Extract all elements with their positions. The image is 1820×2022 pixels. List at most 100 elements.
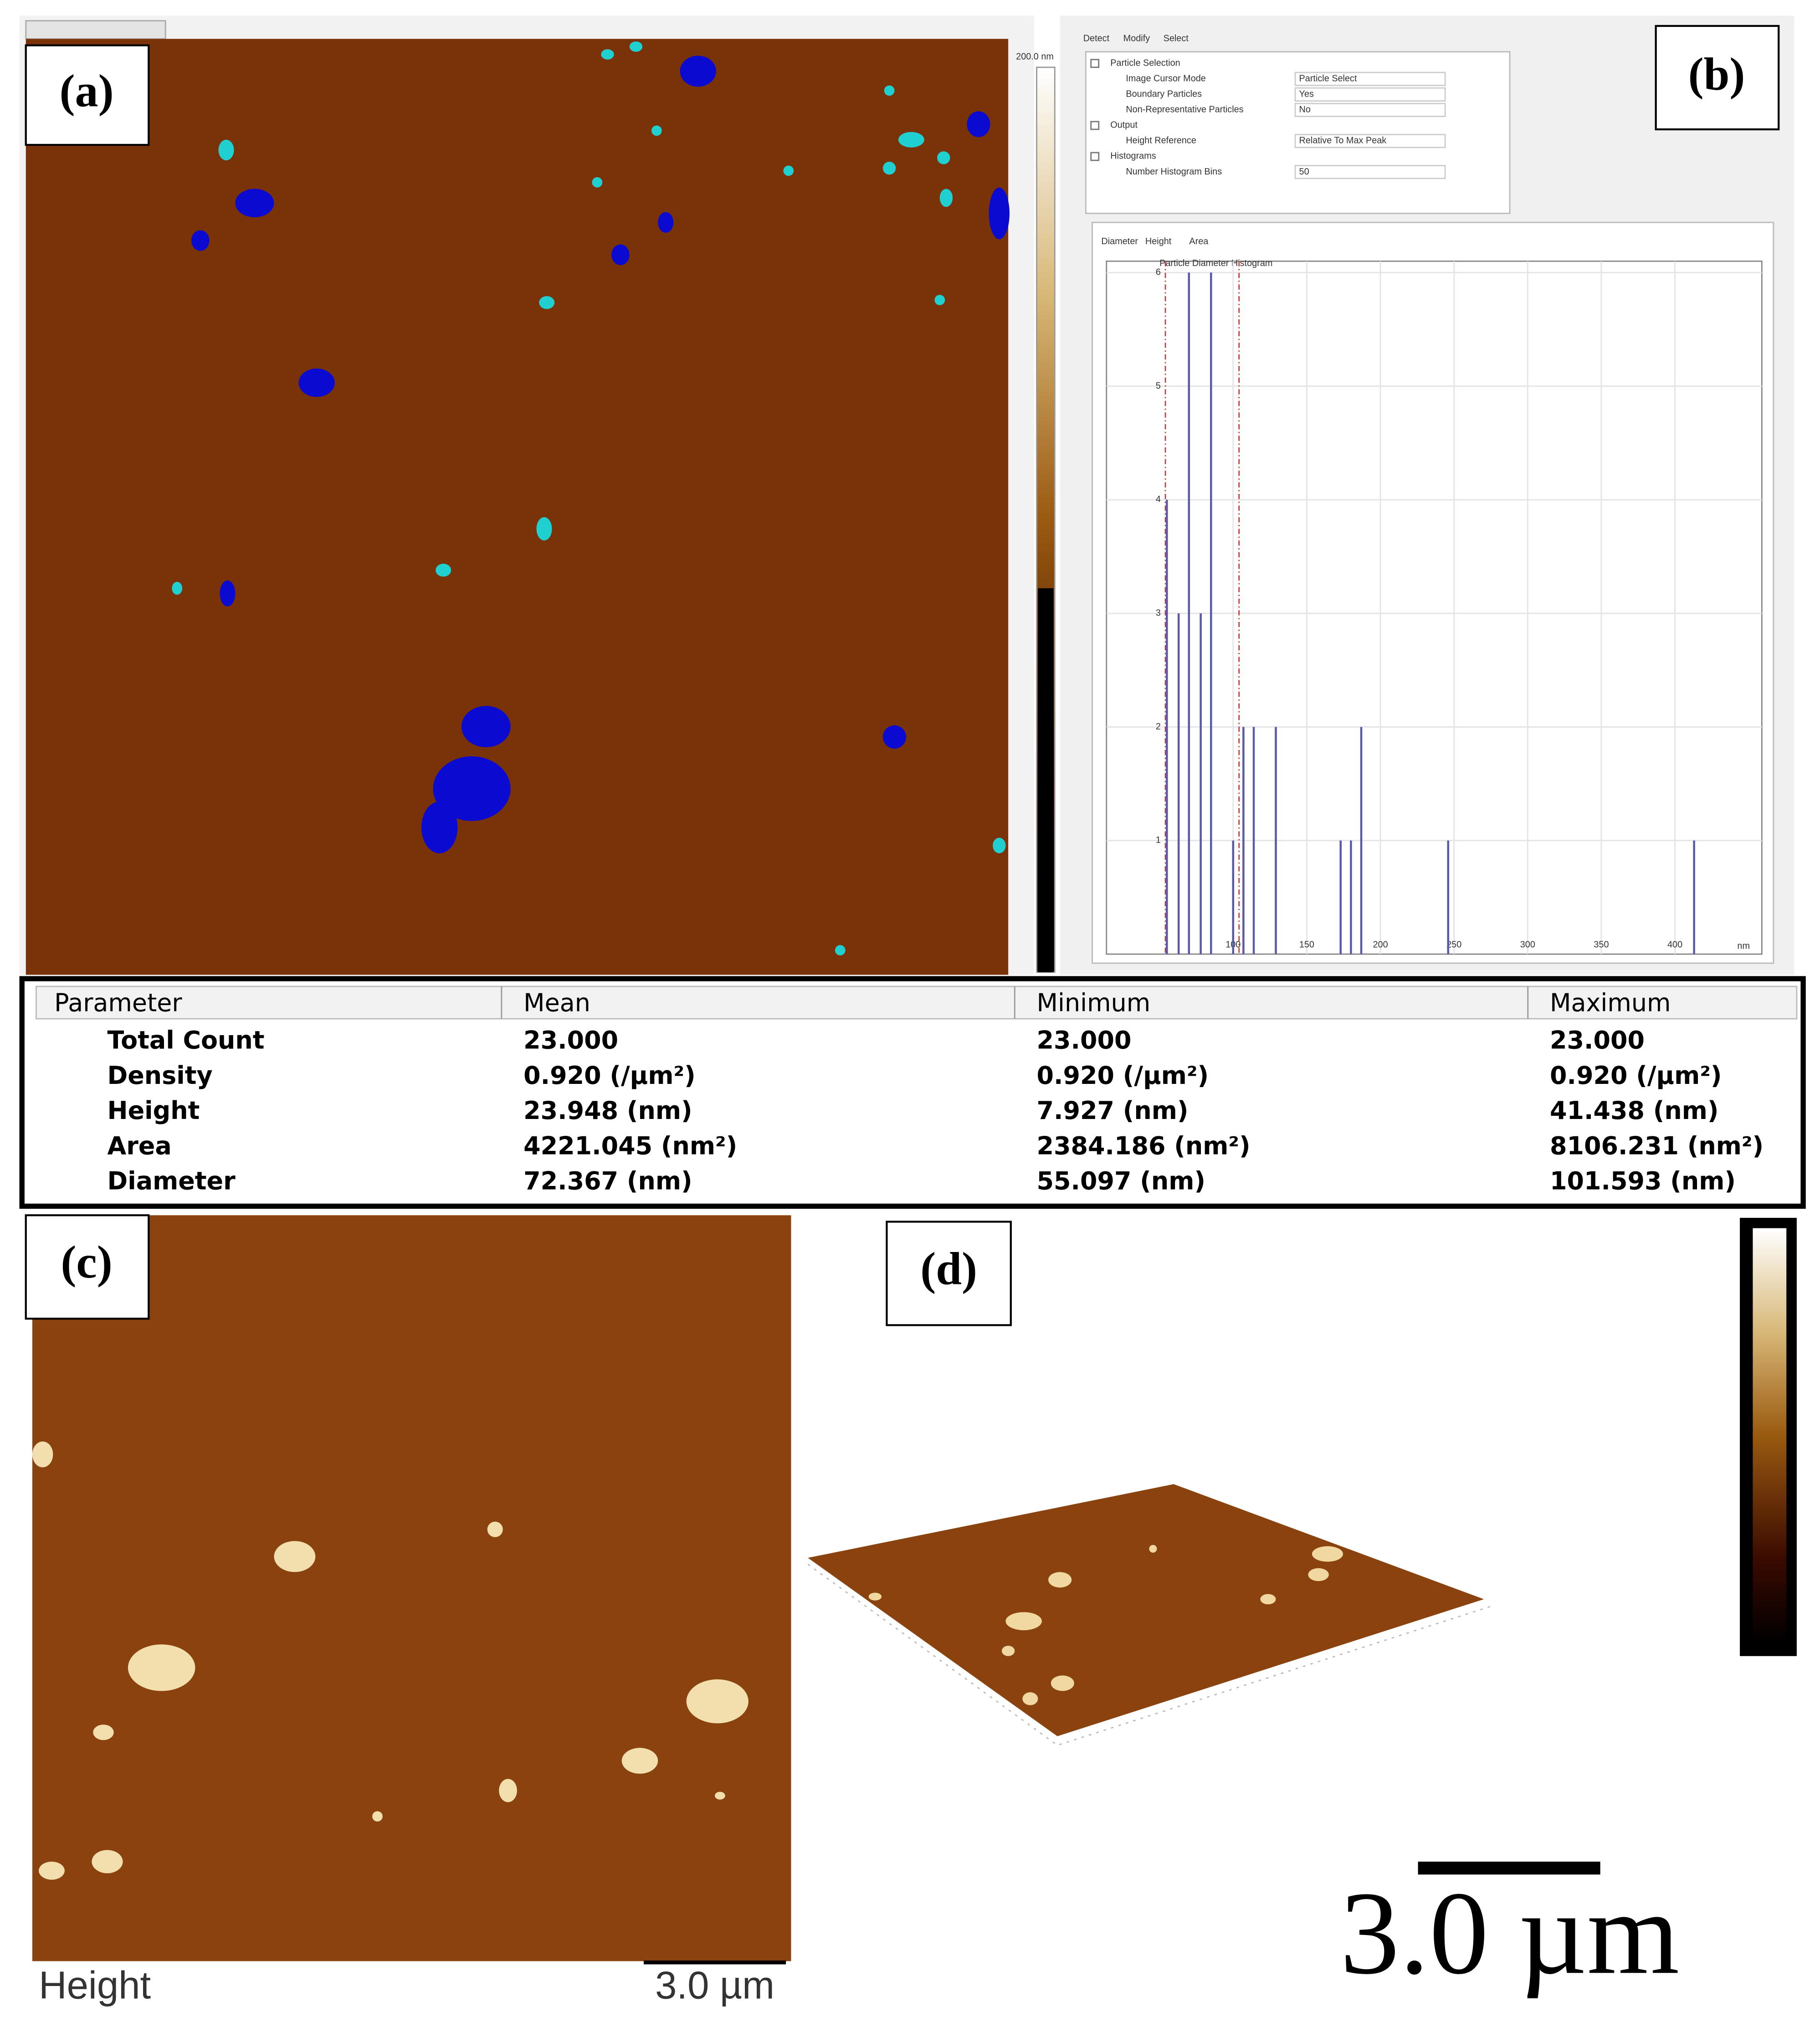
cell: 7.927 (nm) xyxy=(1037,1096,1189,1125)
x-tick-label: 350 xyxy=(1594,940,1609,950)
panel-label: (a) xyxy=(60,66,114,117)
property-name: Particle Selection xyxy=(1110,58,1180,68)
cell: 0.920 (/µm²) xyxy=(1037,1061,1209,1090)
bar xyxy=(1200,613,1202,955)
label-box xyxy=(25,44,150,146)
cell: 0.920 (/µm²) xyxy=(1550,1061,1722,1090)
tab[interactable]: Select xyxy=(1164,34,1189,44)
height-image xyxy=(32,1215,791,1961)
property-value: Yes xyxy=(1299,89,1314,99)
cell: 23.948 (nm) xyxy=(523,1096,692,1125)
cell: Total Count xyxy=(108,1026,265,1055)
property-field[interactable] xyxy=(1294,87,1446,102)
property-name: Number Histogram Bins xyxy=(1126,167,1222,177)
cell: 4221.045 (nm²) xyxy=(523,1131,737,1160)
property-value: Relative To Max Peak xyxy=(1299,136,1387,146)
histogram-plot xyxy=(1106,260,1763,955)
cell: 41.438 (nm) xyxy=(1550,1096,1719,1125)
particle-map xyxy=(26,39,1009,975)
bar xyxy=(1360,727,1363,955)
bar xyxy=(1275,727,1277,955)
bar xyxy=(1232,840,1235,955)
header-cell: Parameter xyxy=(54,988,182,1017)
histogram-tab[interactable]: Area xyxy=(1189,236,1209,246)
x-tick-label: 200 xyxy=(1373,940,1388,950)
x-tick-label: 400 xyxy=(1667,940,1682,950)
y-tick-label: 2 xyxy=(1156,722,1161,732)
y-tick-label: 6 xyxy=(1156,267,1161,277)
toolbar[interactable] xyxy=(25,20,166,40)
bar xyxy=(1177,613,1180,955)
particles xyxy=(172,41,1010,955)
header-cell: Mean xyxy=(523,988,590,1017)
x-tick-label: 150 xyxy=(1299,940,1314,950)
panel-label: (c) xyxy=(61,1237,112,1288)
cell: Diameter xyxy=(108,1166,236,1195)
cell: 2384.186 (nm²) xyxy=(1037,1131,1251,1160)
property-field[interactable] xyxy=(1294,164,1446,180)
colorbar xyxy=(1753,1228,1787,1642)
cell: 23.000 xyxy=(1550,1026,1645,1055)
header-cell: Maximum xyxy=(1550,988,1671,1017)
bar xyxy=(1188,272,1190,955)
bar xyxy=(1693,840,1695,955)
cell: 23.000 xyxy=(1037,1026,1132,1055)
cell: 101.593 (nm) xyxy=(1550,1166,1736,1195)
x-unit: nm xyxy=(1737,941,1750,951)
panel-b-content: Detect Modify Select Particle Selection Imag… xyxy=(1083,34,1762,955)
tab[interactable]: Detect xyxy=(1083,34,1110,44)
bar xyxy=(1252,727,1255,955)
bar xyxy=(1339,840,1342,955)
tab[interactable]: Modify xyxy=(1123,34,1150,44)
label-box xyxy=(886,1221,1012,1326)
histogram-title: Particle Diameter Histogram xyxy=(1159,258,1272,268)
expander[interactable] xyxy=(1090,59,1100,68)
panel-label: (d) xyxy=(920,1243,977,1294)
property-field[interactable] xyxy=(1294,103,1446,117)
expander[interactable] xyxy=(1090,121,1100,130)
axes-3d xyxy=(807,1564,1493,1746)
label-box xyxy=(1655,25,1780,131)
expander[interactable] xyxy=(1090,152,1100,161)
cell: Density xyxy=(108,1061,213,1090)
histogram-tab[interactable]: Height xyxy=(1145,236,1172,246)
cell: 0.920 (/µm²) xyxy=(523,1061,696,1090)
panel-label: (b) xyxy=(1688,49,1745,100)
cell: 8106.231 (nm²) xyxy=(1550,1131,1764,1160)
bar xyxy=(1210,272,1212,955)
cell: 55.097 (nm) xyxy=(1037,1166,1206,1195)
cell: 72.367 (nm) xyxy=(523,1166,692,1195)
cell: 23.000 xyxy=(523,1026,618,1055)
y-tick-label: 5 xyxy=(1156,381,1161,391)
surface-particles xyxy=(868,1545,1343,1705)
scale-bar-label: 3.0 µm xyxy=(655,1964,774,2007)
header-cell: Minimum xyxy=(1037,988,1151,1017)
y-tick-label: 4 xyxy=(1156,494,1161,504)
colorbar-label: 200.0 nm xyxy=(1016,51,1054,62)
y-tick-label: 3 xyxy=(1156,608,1161,618)
x-tick-label: 250 xyxy=(1446,940,1461,950)
histogram-tab[interactable]: Diameter xyxy=(1101,236,1138,246)
cell: Area xyxy=(108,1131,172,1160)
bar xyxy=(1242,727,1245,955)
y-tick-label: 1 xyxy=(1156,835,1161,845)
channel-label: Height xyxy=(39,1964,151,2007)
property-value: 50 xyxy=(1299,167,1309,177)
property-name: Boundary Particles xyxy=(1126,89,1202,99)
table-content: Parameter Mean Minimum Maximum Total Count 23… xyxy=(54,986,1764,1195)
afm-particles xyxy=(32,1441,749,1880)
label-box xyxy=(25,1214,150,1320)
property-name: Height Reference xyxy=(1126,136,1196,146)
bar xyxy=(1447,840,1450,955)
property-name: Output xyxy=(1110,120,1138,130)
property-name: Non-Representative Particles xyxy=(1126,105,1243,115)
x-tick-label: 300 xyxy=(1520,940,1535,950)
property-value: Particle Select xyxy=(1299,74,1357,84)
property-name: Image Cursor Mode xyxy=(1126,74,1206,84)
property-field[interactable] xyxy=(1294,72,1446,86)
bar xyxy=(1350,840,1352,955)
property-field[interactable] xyxy=(1294,133,1446,149)
property-value: No xyxy=(1299,105,1311,115)
colorbar-low xyxy=(1038,588,1054,972)
